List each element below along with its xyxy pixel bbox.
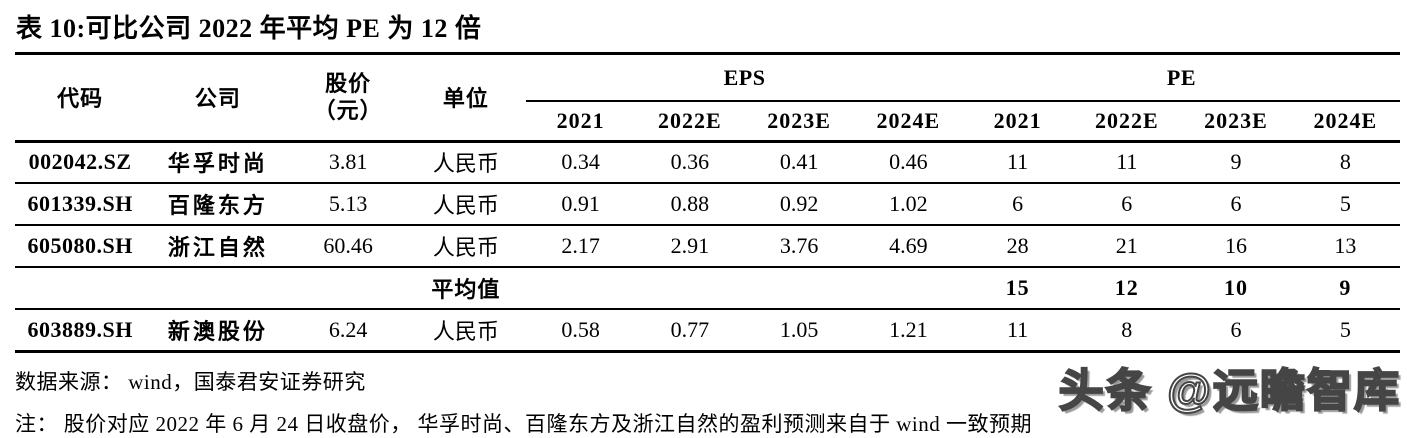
cell-pe: 11 [962,309,1073,353]
cell-company [145,267,291,310]
cell-price: 5.13 [290,183,406,226]
cell-unit: 人民币 [405,183,527,226]
cell-pe: 11 [962,141,1073,184]
cell-unit: 人民币 [405,141,527,184]
cell-pe: 6 [962,183,1073,226]
cell-eps: 0.88 [635,183,745,226]
cell-eps: 0.36 [635,141,745,184]
table-header-group-row: 代码 公司 股价 （元） 单位 EPS PE [15,55,1400,143]
cell-eps: 1.02 [853,183,963,226]
header-year-pe-2023e: 2023E [1181,101,1291,143]
cell-code [15,267,146,310]
cell-eps: 0.91 [526,183,636,226]
cell-price: 6.24 [290,309,406,353]
header-unit: 单位 [405,55,527,143]
cell-eps: 2.91 [635,225,745,268]
cell-price [290,267,406,310]
header-pe-group: PE [962,55,1400,102]
cell-pe: 5 [1290,309,1400,353]
cell-unit: 人民币 [405,225,527,268]
cell-pe: 8 [1290,141,1400,184]
cell-unit: 人民币 [405,309,527,353]
cell-eps: 1.21 [853,309,963,353]
watermark: 头条 @远瞻智库 [1052,354,1401,419]
source-note: 数据来源： wind，国泰君安证券研究 [15,369,366,394]
cell-company: 新澳股份 [145,309,291,353]
cell-eps [526,267,636,310]
cell-code: 601339.SH [15,183,146,226]
cell-pe: 12 [1072,267,1182,310]
cell-eps: 1.05 [744,309,854,353]
report-page: 表 10:可比公司 2022 年平均 PE 为 12 倍 代码 公司 股价 （元… [15,6,1401,436]
table-row: 601339.SH 百隆东方 5.13 人民币 0.91 0.88 0.92 1.02 6 6 6 5 [15,183,1400,226]
cell-eps: 3.76 [744,225,854,268]
header-year-eps-2021: 2021 [526,101,636,143]
table-row: 002042.SZ 华孚时尚 3.81 人民币 0.34 0.36 0.41 0.46 11 11… [15,141,1400,184]
cell-company: 华孚时尚 [145,141,291,184]
header-code: 代码 [15,55,146,143]
cell-eps: 0.58 [526,309,636,353]
cell-pe: 16 [1181,225,1291,268]
cell-company: 百隆东方 [145,183,291,226]
cell-pe: 6 [1181,183,1291,226]
cell-code: 603889.SH [15,309,146,353]
header-year-pe-2021: 2021 [962,101,1073,143]
header-year-pe-2024e: 2024E [1290,101,1400,143]
cell-code: 002042.SZ [15,141,146,184]
cell-eps [853,267,963,310]
pe-comparison-table: 代码 公司 股价 （元） 单位 EPS PE 2021 2022E 2023E … [15,55,1400,353]
cell-pe: 9 [1181,141,1291,184]
table-body: 002042.SZ 华孚时尚 3.81 人民币 0.34 0.36 0.41 0.46 11 11… [15,141,1400,353]
cell-pe: 11 [1072,141,1182,184]
table-row: 605080.SH 浙江自然 60.46 人民币 2.17 2.91 3.76 4.69 28 2… [15,225,1400,268]
header-price: 股价 （元） [290,55,406,143]
cell-eps: 0.41 [744,141,854,184]
header-year-pe-2022e: 2022E [1072,101,1182,143]
cell-pe: 6 [1181,309,1291,353]
cell-pe: 13 [1290,225,1400,268]
table-row: 603889.SH 新澳股份 6.24 人民币 0.58 0.77 1.05 1.21 11 8 6… [15,309,1400,353]
cell-eps: 0.92 [744,183,854,226]
cell-eps: 2.17 [526,225,636,268]
header-year-eps-2023e: 2023E [744,101,854,143]
cell-price: 3.81 [290,141,406,184]
header-price-line2: （元） [313,98,383,124]
cell-pe: 8 [1072,309,1182,353]
header-price-line1: 股价 [325,70,372,96]
cell-eps: 0.34 [526,141,636,184]
cell-pe: 10 [1181,267,1291,310]
header-eps-group: EPS [526,55,963,102]
cell-company: 浙江自然 [145,225,291,268]
cell-pe: 6 [1072,183,1182,226]
cell-pe: 9 [1290,267,1400,310]
cell-unit: 平均值 [405,267,527,310]
table-title: 表 10:可比公司 2022 年平均 PE 为 12 倍 [15,6,1400,55]
table-header-year-row: 2021 2022E 2023E 2024E 2021 2022E 2023E … [15,101,1400,143]
cell-code: 605080.SH [15,225,146,268]
cell-eps: 0.46 [853,141,963,184]
cell-eps [635,267,745,310]
cell-price: 60.46 [290,225,406,268]
cell-eps: 4.69 [853,225,963,268]
cell-pe: 21 [1072,225,1182,268]
header-company: 公司 [145,55,291,143]
table-row: 平均值 15 12 10 9 [15,267,1400,310]
cell-eps [744,267,854,310]
cell-pe: 28 [962,225,1073,268]
cell-pe: 15 [962,267,1073,310]
cell-eps: 0.77 [635,309,745,353]
cell-pe: 5 [1290,183,1400,226]
header-year-eps-2022e: 2022E [635,101,745,143]
header-year-eps-2024e: 2024E [853,101,963,143]
